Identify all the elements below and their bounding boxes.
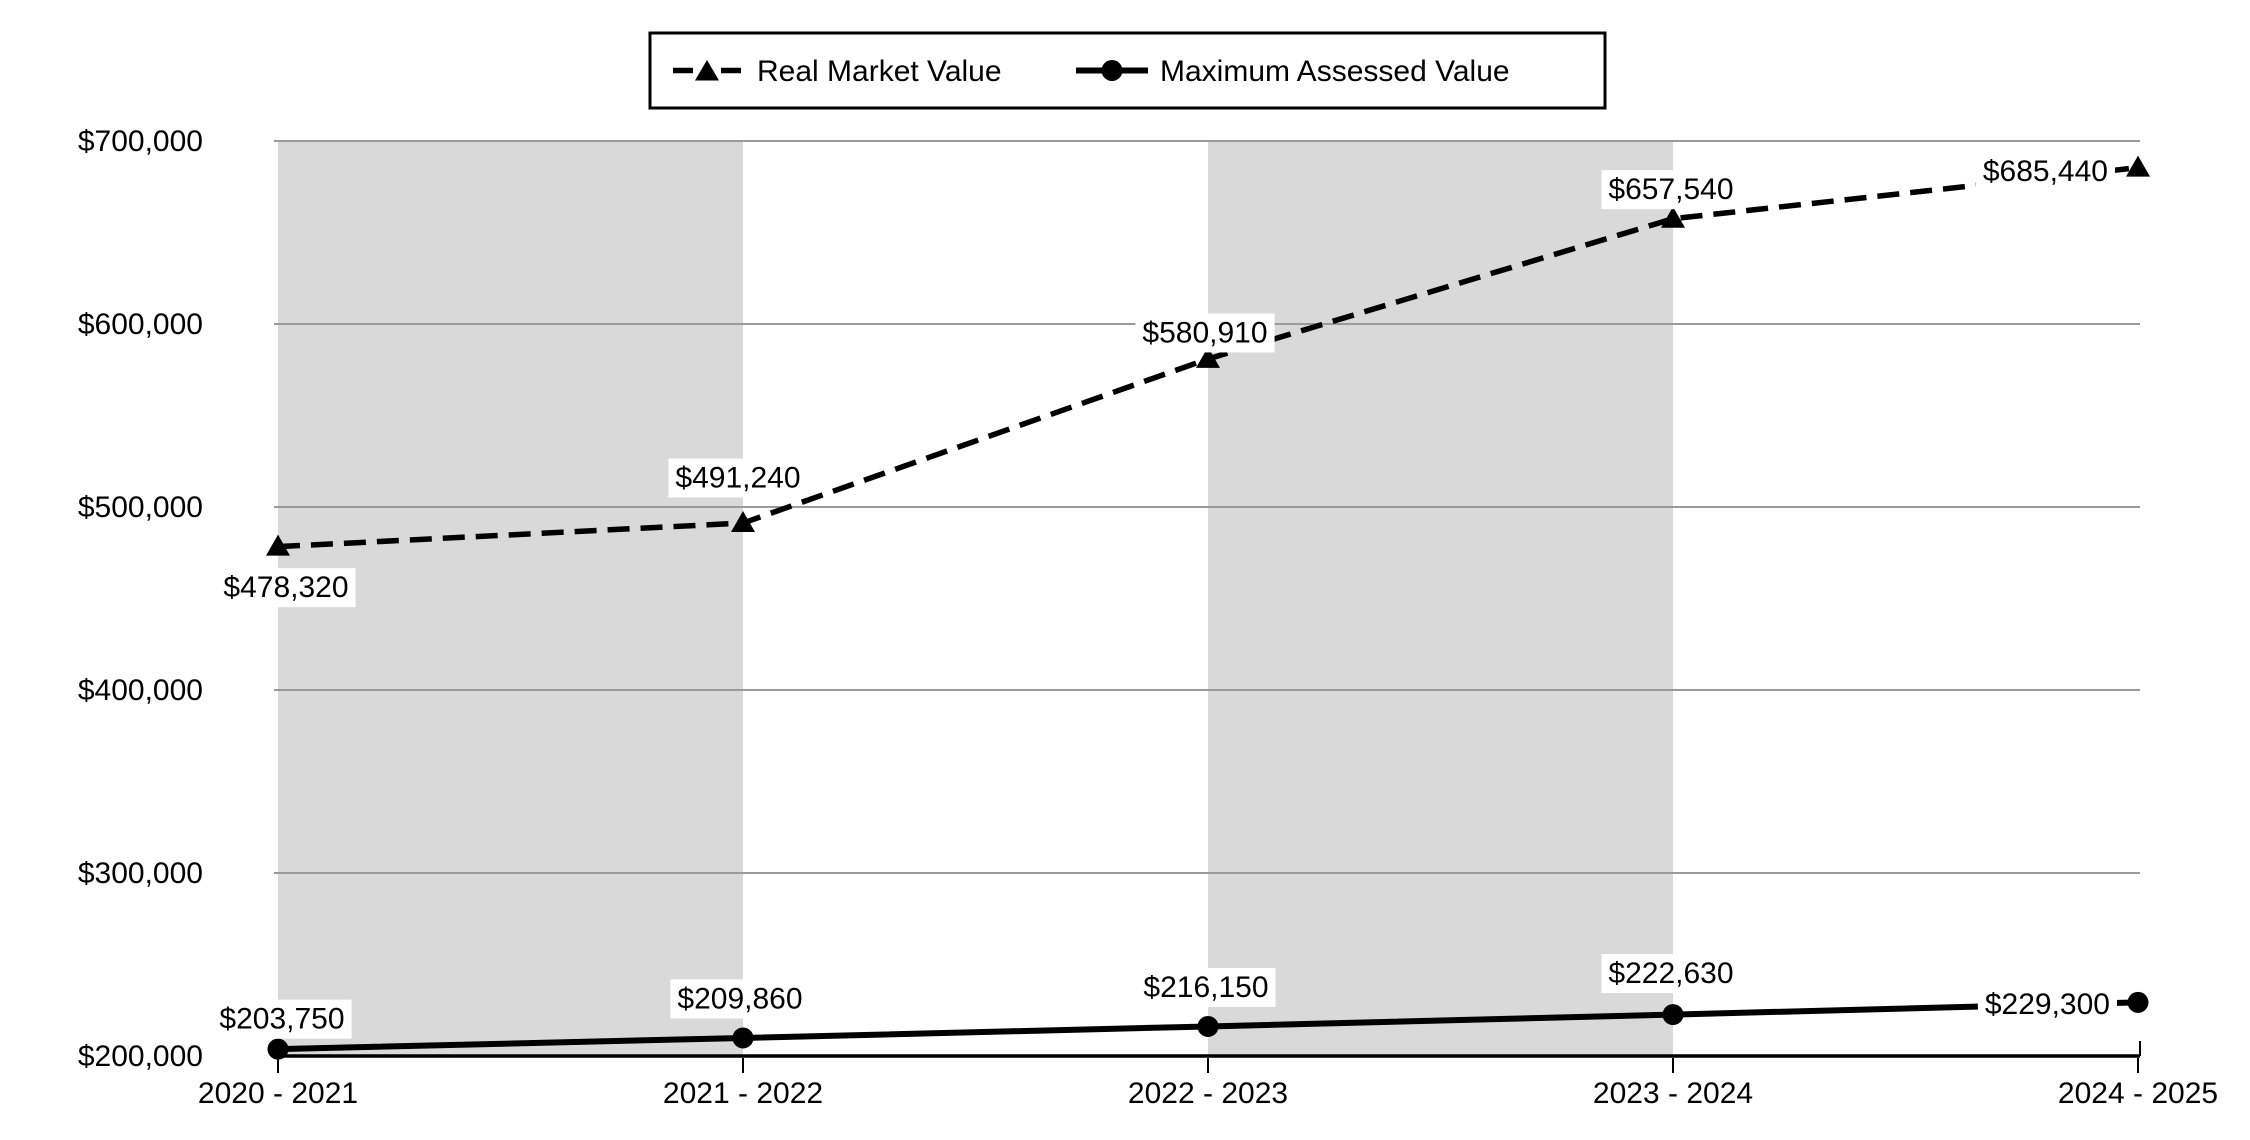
data-label: $209,860 bbox=[677, 982, 802, 1015]
y-tick-label: $400,000 bbox=[78, 674, 203, 707]
x-axis-labels: 2020 - 2021 2021 - 2022 2022 - 2023 2023 - … bbox=[198, 1077, 2218, 1110]
data-label: $229,300 bbox=[1985, 988, 2110, 1021]
data-label-background bbox=[212, 999, 352, 1039]
x-axis bbox=[274, 1041, 2141, 1073]
y-tick-label: $200,000 bbox=[78, 1040, 203, 1073]
x-tick-label: 2024 - 2025 bbox=[2058, 1077, 2218, 1110]
circle-marker-icon bbox=[1662, 1004, 1684, 1026]
legend: Real Market Value Maximum Assessed Value bbox=[648, 31, 1607, 110]
x-tick-label: 2020 - 2021 bbox=[198, 1077, 358, 1110]
data-label: $478,320 bbox=[223, 571, 348, 604]
data-label: $222,630 bbox=[1608, 957, 1733, 990]
y-tick-label: $600,000 bbox=[78, 308, 203, 341]
data-label-background bbox=[216, 568, 356, 608]
data-label: $657,540 bbox=[1608, 173, 1733, 206]
data-label-background bbox=[670, 979, 810, 1019]
y-tick-label: $700,000 bbox=[78, 125, 203, 158]
data-label-background bbox=[1601, 170, 1741, 210]
legend-circle-marker-icon bbox=[1101, 60, 1123, 81]
data-label-background bbox=[1975, 152, 2115, 192]
data-label-background bbox=[1601, 954, 1741, 994]
legend-item-maximum-assessed-value: Maximum Assessed Value bbox=[1076, 55, 1510, 88]
data-label-background bbox=[1135, 313, 1275, 353]
data-label: $203,750 bbox=[219, 1003, 344, 1036]
data-labels: $478,320 $491,240 $580,910 $657,540 $685,440… bbox=[212, 152, 2117, 1039]
triangle-marker-icon bbox=[266, 534, 290, 556]
legend-label: Maximum Assessed Value bbox=[1160, 55, 1510, 88]
data-label-background bbox=[1136, 967, 1276, 1007]
legend-triangle-marker-icon bbox=[695, 60, 719, 81]
data-label: $580,910 bbox=[1142, 316, 1267, 349]
circle-marker-icon bbox=[732, 1027, 754, 1049]
x-tick-label: 2022 - 2023 bbox=[1128, 1077, 1288, 1110]
legend-label: Real Market Value bbox=[757, 55, 1002, 88]
y-tick-label: $500,000 bbox=[78, 491, 203, 524]
circle-marker-icon bbox=[1197, 1015, 1219, 1037]
data-label-background bbox=[1977, 984, 2117, 1024]
plot-bands bbox=[278, 141, 1673, 1056]
x-tick-label: 2021 - 2022 bbox=[663, 1077, 823, 1110]
y-tick-label: $300,000 bbox=[78, 857, 203, 890]
triangle-marker-icon bbox=[1196, 346, 1220, 368]
plot-band bbox=[1208, 141, 1673, 1056]
series-maximum-assessed-value bbox=[267, 991, 2149, 1060]
data-label: $685,440 bbox=[1983, 155, 2108, 188]
series-lines bbox=[266, 155, 2150, 1060]
circle-marker-icon bbox=[267, 1038, 289, 1060]
triangle-marker-icon bbox=[731, 511, 755, 533]
data-label: $216,150 bbox=[1143, 971, 1268, 1004]
series-real-market-value bbox=[266, 155, 2150, 556]
triangle-marker-icon bbox=[1661, 206, 1685, 228]
y-axis-labels: $200,000 $300,000 $400,000 $500,000 $600,000… bbox=[78, 125, 203, 1073]
circle-marker-icon bbox=[2127, 991, 2149, 1013]
data-label-background bbox=[668, 458, 808, 498]
triangle-marker-icon bbox=[2126, 155, 2150, 177]
legend-item-real-market-value: Real Market Value bbox=[673, 55, 1002, 88]
data-label: $491,240 bbox=[675, 462, 800, 495]
x-tick-label: 2023 - 2024 bbox=[1593, 1077, 1753, 1110]
